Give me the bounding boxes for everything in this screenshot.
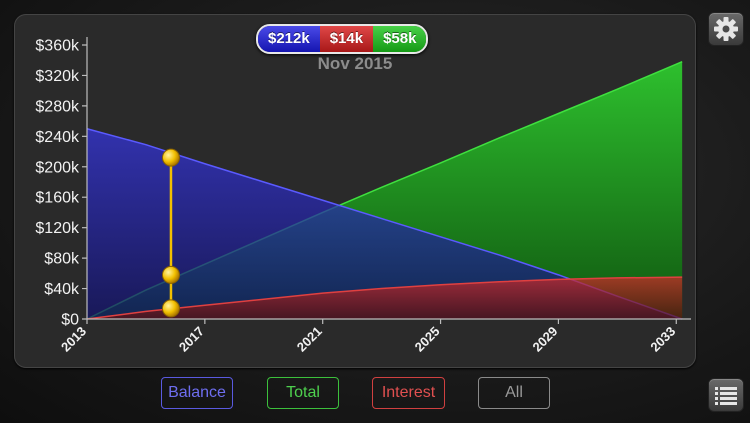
y-tick-label: $40k bbox=[44, 281, 80, 298]
y-tick-label: $120k bbox=[35, 220, 80, 237]
y-tick-label: $280k bbox=[35, 98, 80, 115]
y-tick-label: $160k bbox=[35, 190, 80, 207]
date-readout: Nov 2015 bbox=[317, 54, 393, 73]
interest-button[interactable]: Interest bbox=[372, 377, 445, 409]
balance-button[interactable]: Balance bbox=[161, 377, 233, 409]
y-tick-label: $80k bbox=[44, 251, 80, 268]
chart-panel[interactable]: $0 $40k $80k $120k $160k $200k $240k $280k $320k… bbox=[14, 14, 696, 368]
marker-point[interactable] bbox=[161, 148, 180, 167]
x-tick-label: 2025 bbox=[412, 324, 443, 355]
x-tick-label: 2021 bbox=[294, 324, 325, 355]
marker-point[interactable] bbox=[161, 265, 180, 284]
area-interest bbox=[87, 277, 683, 319]
interest-readout: $14k bbox=[319, 26, 374, 52]
y-tick-label: $200k bbox=[35, 159, 80, 176]
area-balance bbox=[87, 128, 683, 319]
settings-button[interactable] bbox=[708, 12, 744, 46]
total-button[interactable]: Total bbox=[267, 377, 339, 409]
balance-readout: $212k bbox=[258, 26, 320, 52]
list-button[interactable] bbox=[708, 378, 744, 412]
y-tick-label: $360k bbox=[35, 38, 80, 55]
line-interest bbox=[86, 276, 683, 320]
marker-point[interactable] bbox=[161, 299, 180, 318]
y-tick-label: $0 bbox=[61, 312, 79, 329]
x-tick-label: 2017 bbox=[176, 324, 207, 355]
total-readout: $58k bbox=[373, 26, 427, 52]
value-readout-pill: $212k $14k $58k bbox=[256, 24, 429, 54]
list-icon bbox=[715, 387, 737, 405]
gear-icon bbox=[714, 17, 738, 41]
chart[interactable]: $0 $40k $80k $120k $160k $200k $240k $280k $320k… bbox=[14, 14, 696, 368]
all-button[interactable]: All bbox=[478, 377, 550, 409]
x-tick-label: 2033 bbox=[647, 324, 678, 355]
x-tick-label: 2029 bbox=[529, 324, 560, 355]
y-tick-label: $240k bbox=[35, 129, 80, 146]
y-tick-label: $320k bbox=[35, 68, 80, 85]
